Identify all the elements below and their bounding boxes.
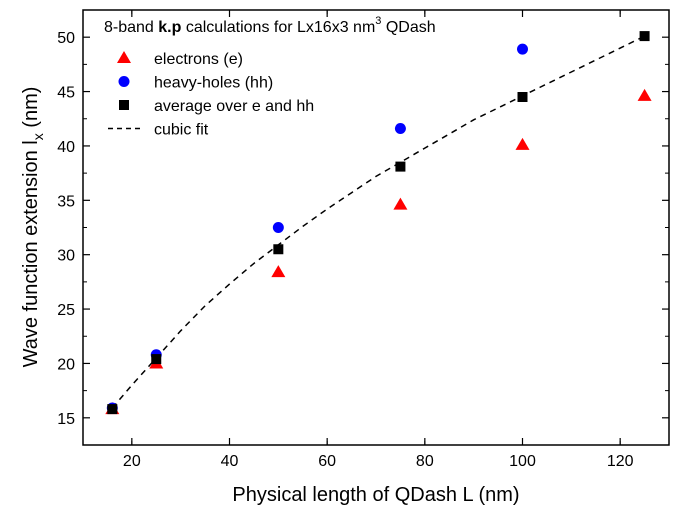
legend-title-suffix: QDash [381,19,435,36]
y-tick-label: 40 [57,139,75,156]
electron-point [393,197,408,210]
average-point [639,31,650,42]
x-tick-label: 100 [509,453,536,470]
heavy-hole-point [272,222,284,233]
y-axis-title-unit: (nm) [20,87,42,134]
y-tick-label: 35 [57,193,75,210]
legend-title-middle: calculations for Lx16x3 nm [181,19,375,36]
average-point [517,92,528,102]
average-point [107,404,118,415]
y-tick-label: 20 [57,356,75,373]
heavy-hole-point [394,123,406,135]
y-tick-label: 50 [57,30,75,47]
legend-heavy-holes-label: heavy-holes (hh) [154,75,273,92]
legend-average-marker [119,100,129,110]
x-tick-label: 120 [607,453,634,470]
x-tick-label: 80 [416,453,434,470]
x-axis-title: Physical length of QDash L (nm) [232,484,519,506]
legend-title-prefix: 8-band [104,19,158,36]
data-marks [105,31,652,415]
x-tick-label: 60 [318,453,336,470]
legend-items: electrons (e) heavy-holes (hh) average ove… [108,51,314,139]
axis-ticks: 20 40 60 80 100 120 15 20 25 30 35 40 45 50 [57,9,669,470]
y-axis-title-subscript: x [30,133,46,140]
average-point [273,244,284,255]
y-axis-title: Wave function extension lx (nm) [20,87,46,368]
legend-title-superscript: 3 [375,15,381,27]
electron-point [271,265,286,278]
legend-electrons-marker [117,51,131,63]
legend-heavy-holes-marker [118,76,130,87]
y-tick-label: 45 [57,85,75,102]
legend-title: 8-band k.p calculations for Lx16x3 nm3 Q… [104,15,436,36]
legend-average-label: average over e and hh [154,98,314,115]
legend: 8-band k.p calculations for Lx16x3 nm3 Q… [104,15,436,139]
fit-layer [111,35,645,409]
cubic-fit-line [111,35,645,409]
electron-point [515,137,530,150]
electron-point [637,88,652,101]
heavy-hole-point [517,43,528,55]
y-tick-label: 15 [57,411,75,428]
legend-electrons-label: electrons (e) [154,51,243,68]
legend-cubic-fit-label: cubic fit [154,122,209,139]
y-tick-label: 30 [57,248,75,265]
average-point [395,161,406,172]
x-tick-label: 40 [221,453,239,470]
y-tick-label: 25 [57,302,75,319]
y-axis-title-main: Wave function extension l [20,140,42,367]
legend-title-bold: k.p [158,19,181,36]
average-point [151,354,162,365]
x-tick-label: 20 [123,453,141,470]
